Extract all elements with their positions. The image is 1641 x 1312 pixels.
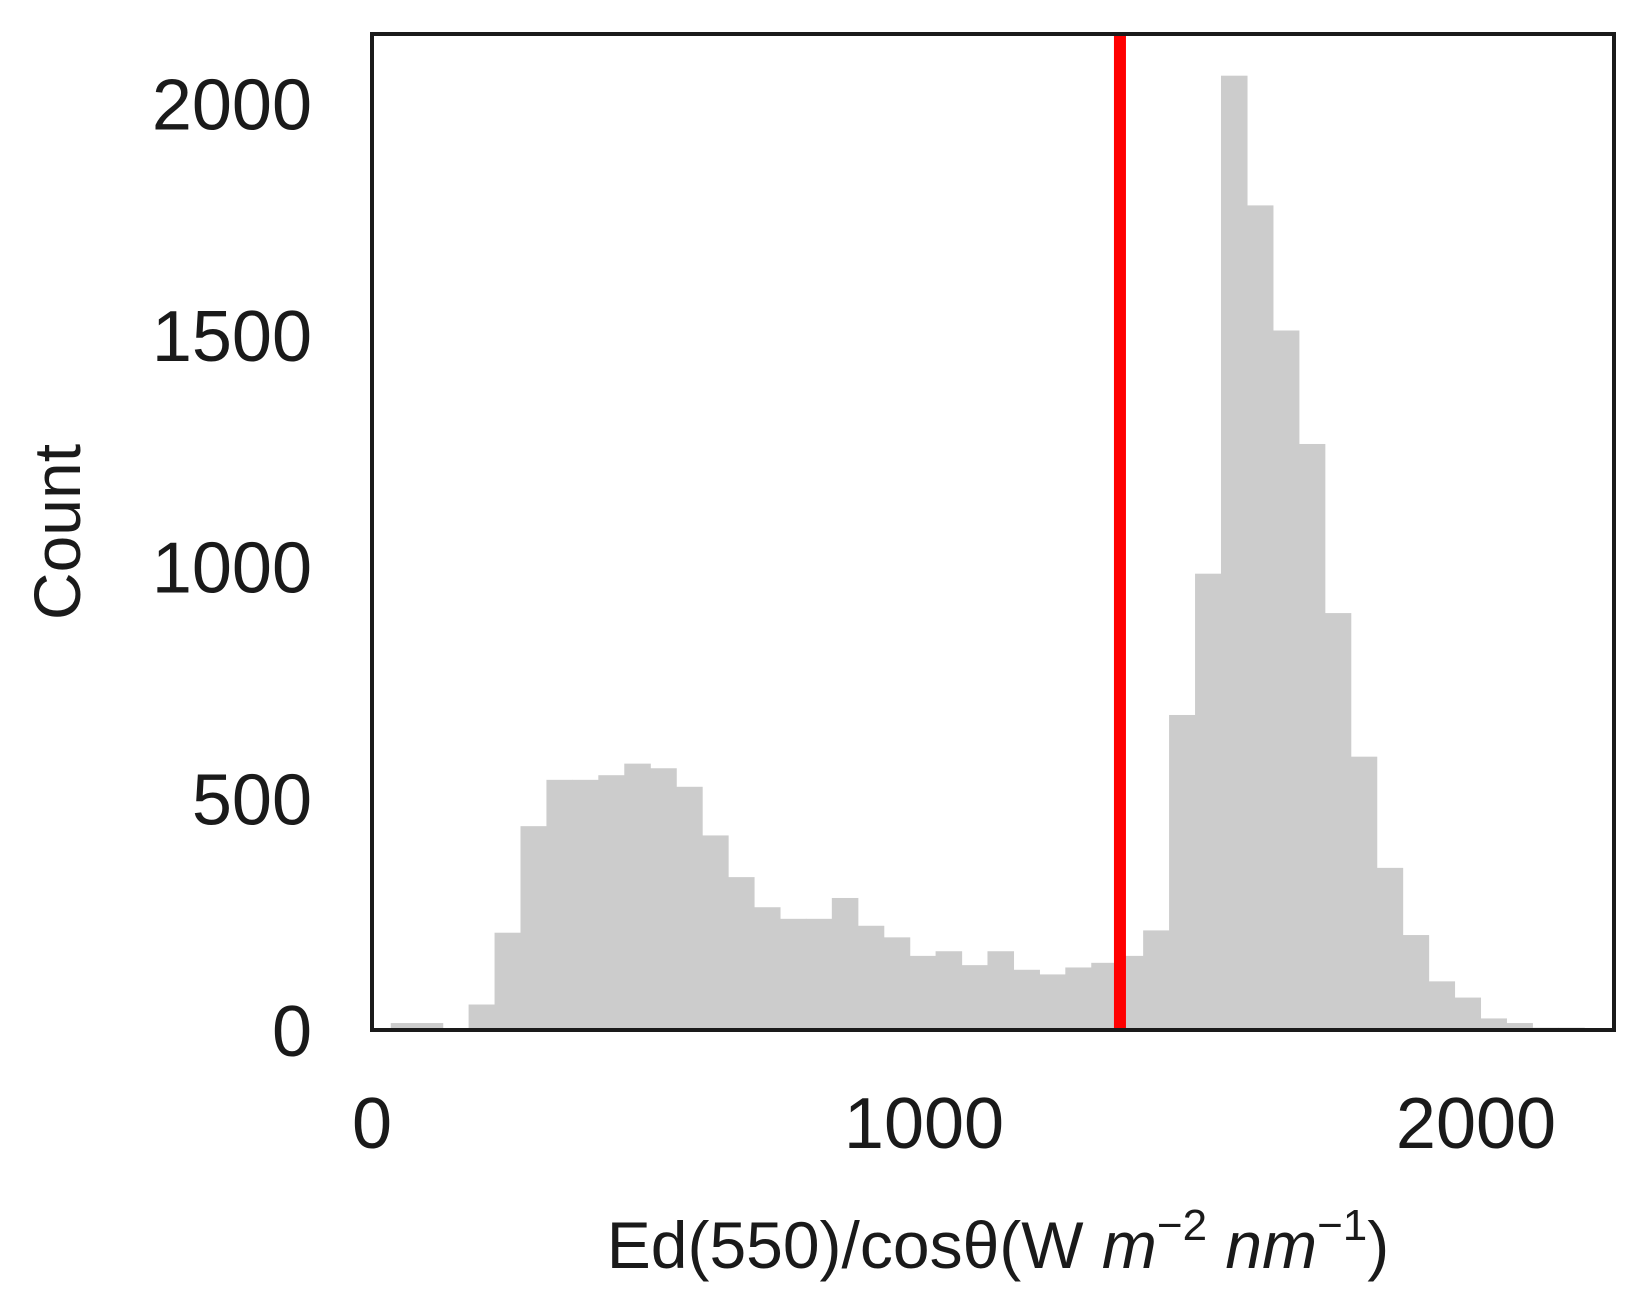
x-tick-labels: 0 1000 2000: [352, 1084, 1556, 1164]
y-tick-label: 1500: [152, 297, 312, 377]
histogram-bar: [1324, 613, 1352, 1030]
histogram-bar: [702, 835, 729, 1030]
histogram-bar: [831, 897, 859, 1030]
histogram-bar: [1169, 714, 1196, 1030]
histogram-bar: [1065, 967, 1092, 1030]
y-tick-labels: 0 500 1000 1500 2000: [152, 65, 312, 1072]
histogram-bar: [1298, 443, 1326, 1030]
histogram-bar: [1454, 997, 1482, 1030]
histogram-bar: [676, 786, 703, 1030]
x-axis-label-close: ): [1367, 1208, 1389, 1282]
histogram-bar: [779, 918, 807, 1030]
x-axis-label-exp1: −2: [1157, 1201, 1207, 1250]
histogram-bar: [1220, 75, 1248, 1031]
histogram-bar: [961, 965, 989, 1030]
x-tick-label: 1000: [844, 1084, 1004, 1164]
y-tick-label: 2000: [152, 65, 312, 145]
histogram-bar: [416, 1023, 444, 1030]
histogram-bar: [650, 768, 677, 1030]
histogram-bar: [572, 779, 599, 1030]
histogram-bar: [1350, 756, 1378, 1030]
histogram-bar: [1013, 969, 1040, 1030]
histogram-bar: [598, 775, 625, 1030]
histogram-bar: [546, 779, 573, 1030]
histogram-bar: [987, 951, 1015, 1030]
histogram-bar: [883, 937, 911, 1030]
histogram-bars: [390, 75, 1585, 1031]
histogram-bar: [805, 918, 833, 1030]
x-axis-label-base: Ed(550)/cosθ(W: [607, 1208, 1102, 1282]
histogram-bar: [520, 826, 548, 1030]
histogram-bar: [390, 1023, 418, 1030]
x-axis-label-unit1: m: [1102, 1208, 1157, 1282]
x-tick-label: 2000: [1396, 1084, 1556, 1164]
y-axis-label: Count: [20, 444, 94, 620]
histogram-bar: [624, 763, 651, 1030]
histogram-bar: [1428, 981, 1456, 1030]
histogram-bar: [857, 925, 885, 1030]
histogram-bar: [1480, 1018, 1507, 1030]
histogram-bar: [1039, 974, 1066, 1030]
histogram-bar: [935, 951, 963, 1030]
histogram-bar: [1195, 573, 1222, 1030]
histogram-bar: [1272, 330, 1300, 1030]
histogram-bar: [728, 877, 755, 1030]
histogram-bar: [468, 1004, 496, 1030]
histogram-bar: [1402, 935, 1430, 1030]
histogram-bar: [1091, 962, 1118, 1030]
x-tick-label: 0: [352, 1084, 392, 1164]
histogram-bar: [1143, 930, 1170, 1030]
y-tick-label: 500: [192, 760, 312, 840]
y-tick-label: 1000: [152, 529, 312, 609]
histogram-bar: [494, 932, 522, 1030]
x-axis-label-unit2: nm: [1225, 1208, 1317, 1282]
histogram-bar: [1506, 1023, 1533, 1030]
x-axis-label-exp2: −1: [1317, 1201, 1367, 1250]
histogram-bar: [909, 955, 937, 1030]
histogram-bar: [1246, 205, 1274, 1030]
plot-frame: [370, 32, 1616, 1032]
histogram-bar: [753, 907, 781, 1030]
histogram-bar: [1376, 867, 1404, 1030]
y-tick-label: 0: [272, 992, 312, 1072]
x-axis-label: Ed(550)/cosθ(W m−2 nm−1): [607, 1201, 1390, 1282]
